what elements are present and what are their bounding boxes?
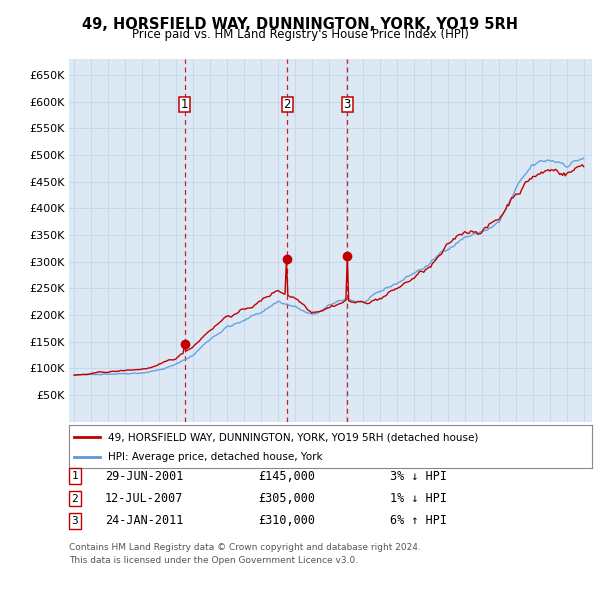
Text: 29-JUN-2001: 29-JUN-2001 <box>105 470 184 483</box>
Text: 1: 1 <box>71 471 79 481</box>
Text: HPI: Average price, detached house, York: HPI: Average price, detached house, York <box>108 453 323 462</box>
Text: £305,000: £305,000 <box>258 492 315 505</box>
FancyBboxPatch shape <box>179 97 190 112</box>
Text: £310,000: £310,000 <box>258 514 315 527</box>
Text: 49, HORSFIELD WAY, DUNNINGTON, YORK, YO19 5RH (detached house): 49, HORSFIELD WAY, DUNNINGTON, YORK, YO1… <box>108 432 479 442</box>
Text: 2: 2 <box>283 98 291 111</box>
Text: 3% ↓ HPI: 3% ↓ HPI <box>390 470 447 483</box>
Text: Price paid vs. HM Land Registry's House Price Index (HPI): Price paid vs. HM Land Registry's House … <box>131 28 469 41</box>
Text: 24-JAN-2011: 24-JAN-2011 <box>105 514 184 527</box>
FancyBboxPatch shape <box>341 97 353 112</box>
Text: 1: 1 <box>181 98 188 111</box>
Text: 6% ↑ HPI: 6% ↑ HPI <box>390 514 447 527</box>
Text: 3: 3 <box>343 98 351 111</box>
Text: £145,000: £145,000 <box>258 470 315 483</box>
Text: 2: 2 <box>71 494 79 503</box>
Text: 49, HORSFIELD WAY, DUNNINGTON, YORK, YO19 5RH: 49, HORSFIELD WAY, DUNNINGTON, YORK, YO1… <box>82 17 518 31</box>
FancyBboxPatch shape <box>281 97 293 112</box>
Text: 1% ↓ HPI: 1% ↓ HPI <box>390 492 447 505</box>
Text: 12-JUL-2007: 12-JUL-2007 <box>105 492 184 505</box>
Text: This data is licensed under the Open Government Licence v3.0.: This data is licensed under the Open Gov… <box>69 556 358 565</box>
Text: Contains HM Land Registry data © Crown copyright and database right 2024.: Contains HM Land Registry data © Crown c… <box>69 543 421 552</box>
Text: 3: 3 <box>71 516 79 526</box>
